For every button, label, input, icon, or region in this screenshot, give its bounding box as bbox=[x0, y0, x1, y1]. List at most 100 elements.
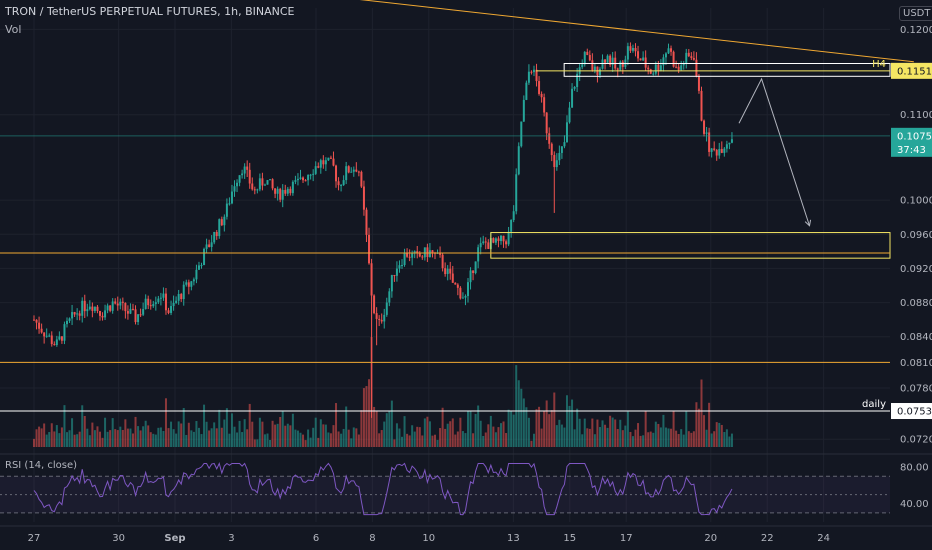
candle-body-49 bbox=[157, 298, 160, 303]
volume-bar-87 bbox=[253, 439, 256, 447]
volume-bar-70 bbox=[210, 428, 213, 447]
candle-body-23 bbox=[91, 306, 94, 311]
candle-body-143 bbox=[395, 268, 398, 276]
volume-bar-57 bbox=[177, 421, 180, 447]
candle-body-154 bbox=[423, 247, 426, 258]
candle-body-221 bbox=[593, 66, 596, 71]
volume-bar-110 bbox=[312, 427, 315, 447]
candle-body-261 bbox=[695, 59, 698, 77]
candle-body-213 bbox=[573, 86, 576, 89]
candle-body-223 bbox=[598, 68, 601, 75]
volume-bar-20 bbox=[83, 415, 86, 447]
candle-body-212 bbox=[571, 88, 574, 108]
candle-body-89 bbox=[258, 178, 261, 190]
volume-bar-152 bbox=[418, 427, 421, 447]
candle-body-34 bbox=[119, 301, 122, 306]
candle-body-264 bbox=[703, 120, 706, 134]
volume-bar-25 bbox=[96, 426, 99, 447]
volume-bar-5 bbox=[45, 434, 48, 447]
candle-body-66 bbox=[200, 265, 203, 267]
candle-body-72 bbox=[215, 231, 218, 237]
candle-body-40 bbox=[134, 309, 137, 323]
candle-body-232 bbox=[621, 61, 624, 67]
candle-body-254 bbox=[677, 66, 680, 70]
candle-body-114 bbox=[322, 160, 325, 165]
candle-body-44 bbox=[144, 298, 147, 310]
rsi-tick-0: 80.00 bbox=[900, 463, 929, 474]
volume-bar-65 bbox=[197, 427, 200, 447]
candle-body-117 bbox=[329, 157, 332, 159]
candle-body-275 bbox=[730, 139, 733, 143]
volume-bar-259 bbox=[690, 432, 693, 447]
candle-body-46 bbox=[149, 305, 152, 307]
candle-body-32 bbox=[114, 301, 117, 304]
candle-body-147 bbox=[406, 252, 409, 257]
candle-body-156 bbox=[428, 250, 431, 257]
volume-bar-68 bbox=[205, 421, 208, 447]
candle-body-21 bbox=[86, 309, 89, 312]
candle-body-84 bbox=[246, 166, 249, 170]
candle-body-74 bbox=[220, 219, 223, 226]
volume-bar-246 bbox=[657, 423, 660, 447]
volume-bar-58 bbox=[180, 423, 183, 447]
candle-body-77 bbox=[228, 203, 231, 205]
volume-bars bbox=[33, 337, 733, 447]
volume-bar-247 bbox=[659, 427, 662, 447]
volume-bar-194 bbox=[525, 407, 528, 447]
candle-body-123 bbox=[345, 166, 348, 181]
volume-bar-96 bbox=[276, 423, 279, 447]
candle-body-153 bbox=[421, 256, 424, 258]
volume-bar-273 bbox=[725, 429, 728, 447]
candle-body-209 bbox=[563, 142, 566, 147]
candle-body-185 bbox=[502, 235, 505, 242]
volume-bar-117 bbox=[329, 433, 332, 447]
candle-body-98 bbox=[281, 190, 284, 200]
volume-bar-153 bbox=[421, 435, 424, 447]
volume-bar-162 bbox=[444, 428, 447, 447]
volume-bar-113 bbox=[319, 419, 322, 447]
candle-body-220 bbox=[591, 60, 594, 71]
volume-bar-189 bbox=[512, 414, 515, 447]
candle-body-120 bbox=[337, 181, 340, 186]
candle-body-248 bbox=[662, 57, 665, 66]
volume-bar-104 bbox=[296, 430, 299, 447]
chart-title: TRON / TetherUS PERPETUAL FUTURES, 1h, B… bbox=[5, 5, 295, 18]
volume-bar-100 bbox=[286, 423, 289, 447]
volume-bar-144 bbox=[398, 428, 401, 447]
volume-bar-183 bbox=[497, 427, 500, 447]
volume-bar-240 bbox=[642, 435, 645, 447]
currency-badge[interactable]: USDT bbox=[899, 6, 932, 21]
volume-bar-46 bbox=[149, 432, 152, 447]
volume-bar-221 bbox=[593, 434, 596, 447]
candle-body-9 bbox=[55, 339, 58, 346]
candle-body-4 bbox=[43, 332, 46, 337]
volume-bar-206 bbox=[555, 425, 558, 447]
candle-body-246 bbox=[657, 64, 660, 71]
candle-body-202 bbox=[545, 112, 548, 134]
candle-body-217 bbox=[583, 51, 586, 65]
candle-body-234 bbox=[626, 46, 629, 60]
candle-body-198 bbox=[535, 69, 538, 82]
volume-bar-225 bbox=[604, 424, 607, 447]
candle-body-207 bbox=[558, 152, 561, 161]
volume-bar-272 bbox=[723, 432, 726, 447]
candle-body-37 bbox=[126, 311, 129, 314]
candle-body-169 bbox=[461, 297, 464, 299]
volume-bar-71 bbox=[213, 422, 216, 447]
candle-body-208 bbox=[560, 146, 563, 153]
candle-body-228 bbox=[611, 57, 614, 65]
volume-bar-181 bbox=[492, 426, 495, 447]
volume-bar-237 bbox=[634, 429, 637, 447]
candle-body-101 bbox=[289, 188, 292, 194]
volume-bar-108 bbox=[307, 429, 310, 447]
candle-body-241 bbox=[644, 57, 647, 68]
candle-body-115 bbox=[324, 160, 327, 165]
volume-bar-98 bbox=[281, 410, 284, 447]
volume-bar-75 bbox=[223, 419, 226, 447]
candle-body-64 bbox=[195, 269, 198, 280]
candle-body-140 bbox=[388, 291, 391, 303]
candle-body-26 bbox=[98, 310, 101, 316]
